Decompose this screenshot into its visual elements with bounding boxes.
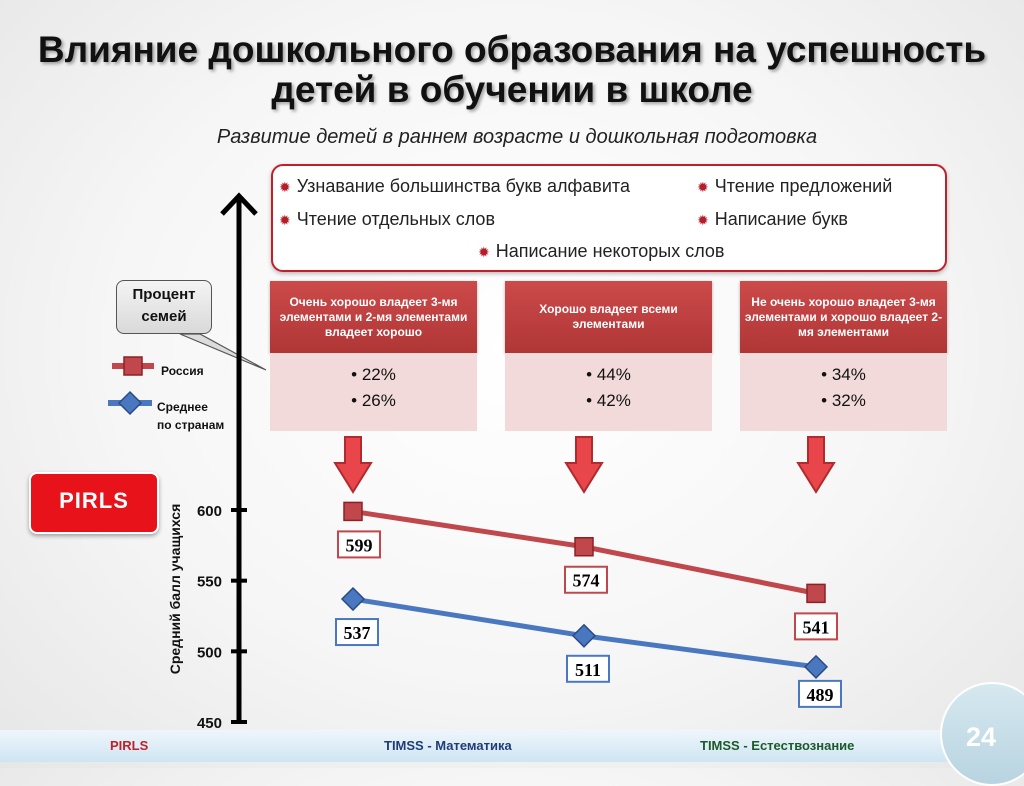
down-arrow-icon	[333, 436, 373, 494]
data-point	[574, 536, 594, 557]
page-number: 24	[966, 722, 997, 752]
data-label: 541	[803, 617, 830, 637]
data-label-box	[566, 654, 610, 683]
legend-average-label-1: Среднее	[157, 400, 208, 414]
column-body-1: • 22% • 26%	[270, 353, 477, 431]
data-point	[571, 623, 597, 648]
column-header-2: Хорошо владеет всеми элементами	[505, 281, 712, 353]
page-title: Влияние дошкольного образования на успеш…	[37, 29, 987, 110]
bullet-icon: ✹	[478, 244, 490, 260]
skills-box: ✹ Узнавание большинства букв алфавита ✹ Чт…	[271, 164, 947, 272]
page-subtitle: Развитие детей в раннем возрасте и дошко…	[216, 126, 818, 148]
data-point	[803, 654, 829, 679]
data-point	[340, 586, 366, 612]
bullet-icon: ✹	[697, 212, 709, 228]
column-body-2: • 44% • 42%	[505, 353, 712, 431]
skill-item: ✹ Написание букв	[697, 209, 848, 229]
legend-average-label-2: по странам	[157, 418, 225, 432]
data-label: 574	[573, 571, 600, 591]
column-value: • 32%	[821, 391, 866, 410]
data-label-box	[798, 679, 842, 708]
bullet-icon: ✹	[697, 179, 709, 195]
data-label-box	[337, 530, 381, 559]
legend-russia-marker	[123, 356, 143, 376]
footer-timss-science-link[interactable]: TIMSS - Естествознание	[700, 738, 855, 753]
y-axis-label: Средний балл учащихся	[167, 503, 183, 675]
column-header-3: Не очень хорошо владеет 3-мя элементами …	[740, 281, 947, 353]
legend-average-marker	[117, 390, 143, 416]
footer-pirls-link[interactable]: PIRLS	[110, 738, 149, 753]
skill-item: ✹ Чтение предложений	[697, 176, 893, 196]
y-axis-arrow-icon	[220, 192, 258, 216]
skill-item: ✹ Узнавание большинства букв алфавита	[279, 176, 630, 196]
data-label-box	[564, 565, 608, 594]
data-label-box	[335, 618, 379, 647]
footer-bar: PIRLS TIMSS - Математика TIMSS - Естеств…	[0, 730, 1024, 762]
down-arrow-icon	[564, 436, 604, 494]
y-tick-label: 550	[197, 574, 222, 591]
column-value: • 42%	[586, 391, 631, 410]
bullet-icon: ✹	[279, 212, 291, 228]
y-tick-label: 500	[197, 644, 222, 661]
footer-timss-math-link[interactable]: TIMSS - Математика	[384, 738, 512, 753]
skill-item: ✹ Написание некоторых слов	[478, 241, 725, 261]
data-label-box	[794, 612, 838, 641]
data-point	[806, 583, 826, 604]
data-label: 511	[575, 660, 601, 680]
column-value: • 34%	[821, 365, 866, 384]
data-label: 489	[807, 685, 834, 705]
column-value: • 44%	[586, 365, 631, 384]
column-value: • 26%	[351, 391, 396, 410]
y-tick-label: 600	[197, 503, 222, 520]
chart-svg: 600 550 500 450 599 574 541 537 511 489	[108, 192, 842, 732]
column-body-3: • 34% • 32%	[740, 353, 947, 431]
skill-item: ✹ Чтение отдельных слов	[279, 209, 496, 229]
bullet-icon: ✹	[279, 179, 291, 195]
callout-box: Процент семей	[116, 280, 212, 334]
callout-pointer	[179, 333, 267, 371]
pirls-badge: PIRLS	[29, 472, 159, 534]
data-point	[343, 501, 363, 522]
data-label: 599	[346, 535, 373, 555]
down-arrow-icon	[796, 436, 836, 494]
legend-russia-label: Россия	[161, 364, 204, 378]
column-value: • 22%	[351, 365, 396, 384]
data-label: 537	[344, 623, 371, 643]
column-header-1: Очень хорошо владеет 3-мя элементами и 2…	[270, 281, 477, 353]
y-tick-label: 450	[197, 715, 222, 732]
